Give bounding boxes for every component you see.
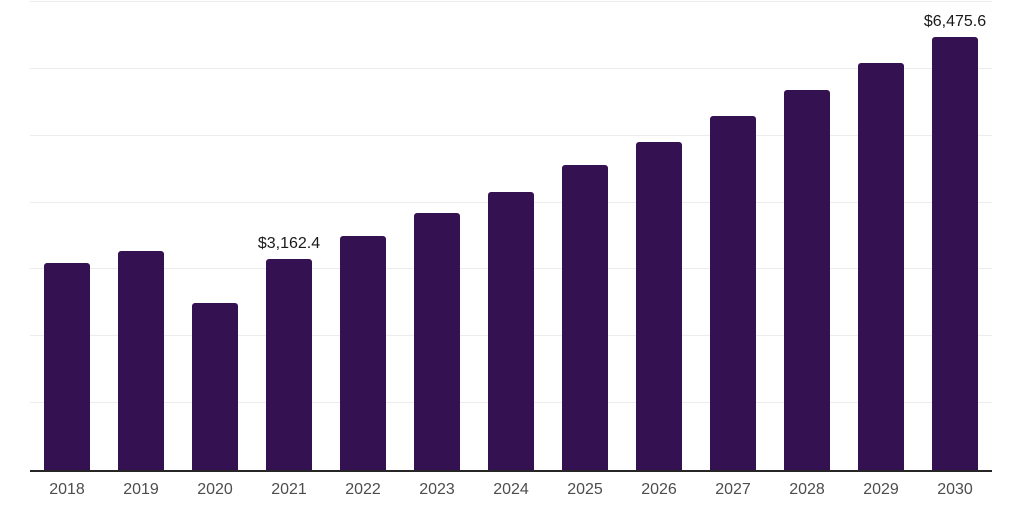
gridline — [30, 67, 992, 69]
bar-slot-2027 — [696, 2, 770, 470]
x-tick-2020: 2020 — [197, 481, 233, 498]
x-axis-tick-labels: 2018 2019 2020 2021 2022 2023 2024 2025 2026 2027… — [30, 480, 992, 499]
x-tick-2029: 2029 — [863, 481, 899, 498]
bar-slot-2023 — [400, 2, 474, 470]
bar-slot-2028 — [770, 2, 844, 470]
bar-2025 — [562, 165, 608, 470]
bars-group: $3,162.4 $6,475.6 — [30, 2, 992, 470]
x-tick-2018: 2018 — [49, 481, 85, 498]
x-tick-2024: 2024 — [493, 481, 529, 498]
bar-2021 — [266, 258, 312, 470]
bar-slot-2022 — [326, 2, 400, 470]
plot-area: $3,162.4 $6,475.6 — [30, 1, 992, 470]
bar-2030 — [932, 37, 978, 470]
x-tick-2028: 2028 — [789, 481, 825, 498]
bar-slot-2018 — [30, 2, 104, 470]
bar-2027 — [710, 115, 756, 470]
bar-2028 — [784, 89, 830, 470]
x-tick-2019: 2019 — [123, 481, 159, 498]
bar-2020 — [192, 302, 238, 470]
x-tick-2023: 2023 — [419, 481, 455, 498]
bar-slot-2021: $3,162.4 — [252, 2, 326, 470]
x-tick-2027: 2027 — [715, 481, 751, 498]
gridline — [30, 134, 992, 136]
x-tick-2026: 2026 — [641, 481, 677, 498]
bar-slot-2025 — [548, 2, 622, 470]
gridline — [30, 1, 992, 2]
bar-slot-2030: $6,475.6 — [918, 2, 992, 470]
bar-2023 — [414, 212, 460, 470]
bar-2018 — [44, 262, 90, 470]
x-axis-line — [30, 470, 992, 472]
bar-slot-2020 — [178, 2, 252, 470]
x-tick-2025: 2025 — [567, 481, 603, 498]
bar-slot-2026 — [622, 2, 696, 470]
bar-2019 — [118, 250, 164, 470]
bar-2029 — [858, 62, 904, 470]
bar-slot-2019 — [104, 2, 178, 470]
bar-slot-2024 — [474, 2, 548, 470]
bar-2026 — [636, 141, 682, 470]
x-tick-2021: 2021 — [271, 481, 307, 498]
bar-slot-2029 — [844, 2, 918, 470]
bar-2022 — [340, 235, 386, 470]
x-tick-2030: 2030 — [937, 481, 973, 498]
x-tick-2022: 2022 — [345, 481, 381, 498]
value-label-2030: $6,475.6 — [923, 13, 987, 31]
bar-2024 — [488, 191, 534, 470]
value-label-2021: $3,162.4 — [257, 234, 321, 252]
